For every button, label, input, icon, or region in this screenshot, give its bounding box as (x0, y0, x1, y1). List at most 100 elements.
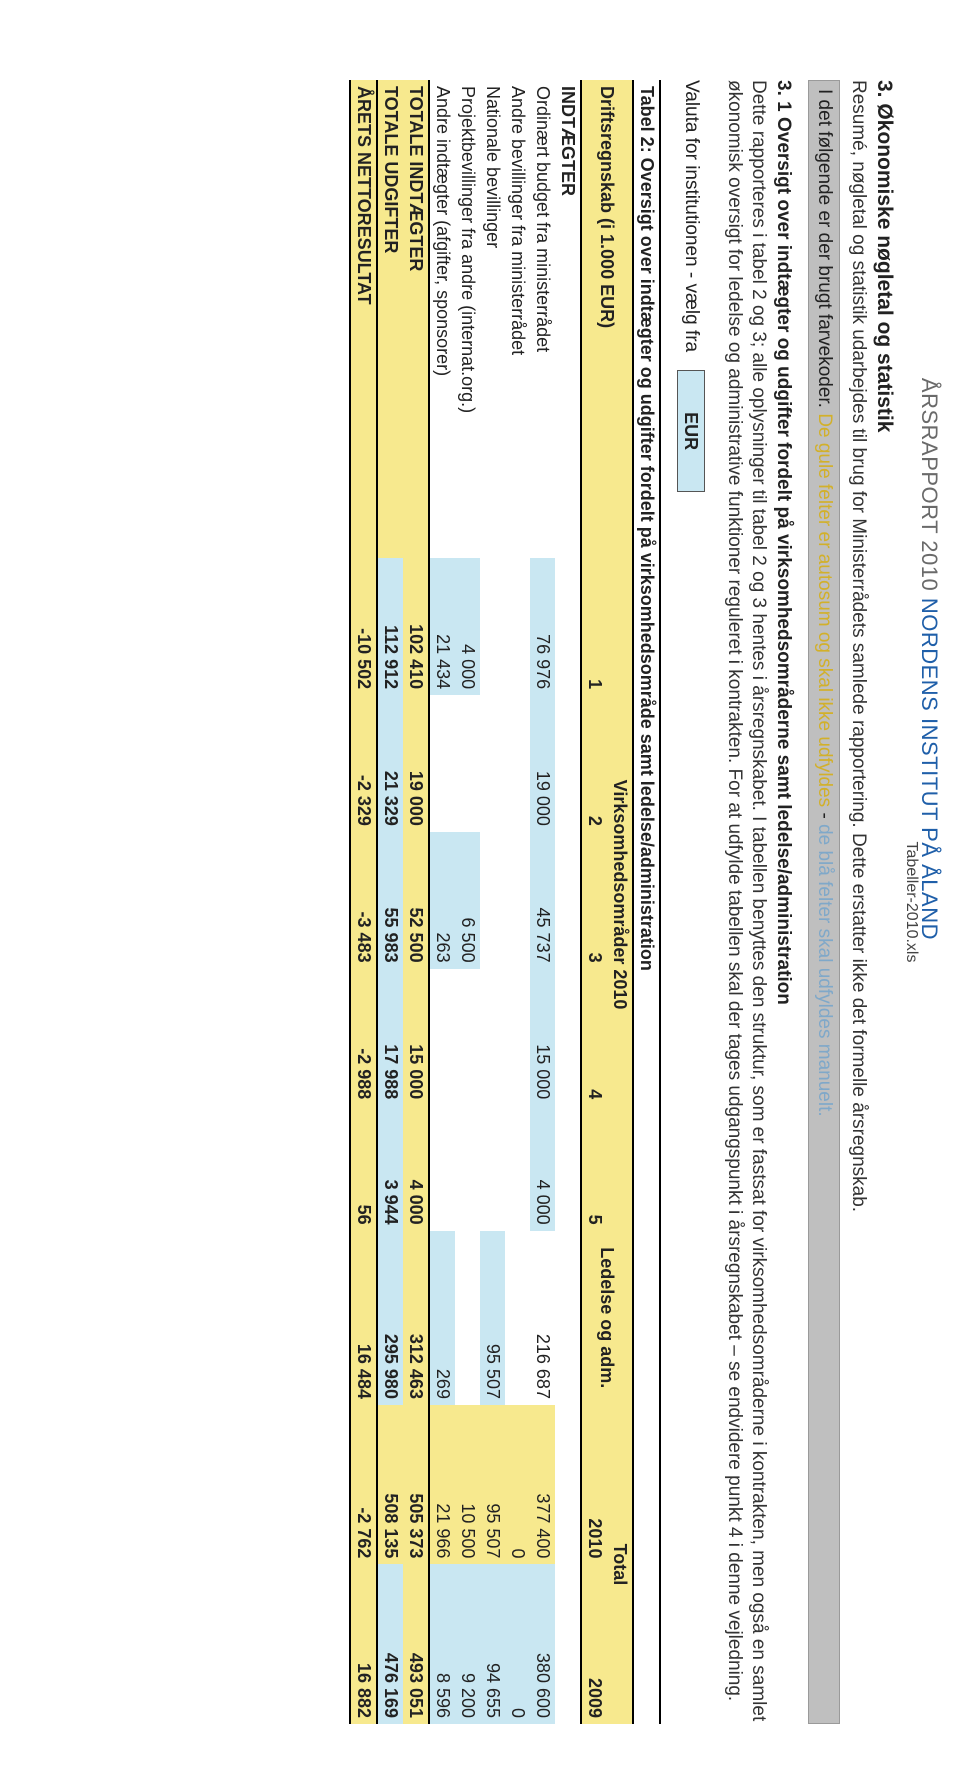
table-cell (480, 558, 505, 695)
total-cell: 52 500 (403, 832, 429, 969)
col-3: 3 (581, 832, 607, 969)
netto-cell: 56 (350, 1105, 377, 1230)
drift-label: Driftsregnskab (i 1.000 EUR) (581, 80, 633, 558)
col-4: 4 (581, 969, 607, 1106)
table-cell (505, 1105, 530, 1230)
info-yellow: De gule felter er autosum og skal ikke u… (814, 413, 835, 807)
table-cell (505, 1231, 530, 1405)
table-2: Tabel 2: Oversigt over indtægter og udgi… (349, 80, 661, 1724)
info-blue: de blå felter skal udfyldes manuelt. (814, 824, 835, 1117)
table-cell: 263 (429, 832, 455, 969)
table-cell: 94 655 (480, 1564, 505, 1724)
table-cell (455, 969, 480, 1106)
table-row-label: Ordinært budget fra ministerrådet (530, 80, 555, 558)
table-cell (455, 1231, 480, 1405)
total-cell: 476 169 (377, 1564, 403, 1724)
institute-name: NORDENS INSTITUT PÅ ÅLAND (917, 591, 942, 940)
total-cell: 102 410 (403, 558, 429, 695)
netto-cell: -2 988 (350, 969, 377, 1106)
total-cell: 112 912 (377, 558, 403, 695)
table-cell: 95 507 (480, 1405, 505, 1564)
table-cell: 9 200 (455, 1564, 480, 1724)
table-cell: 269 (429, 1231, 455, 1405)
col-2: 2 (581, 695, 607, 832)
col-5: 5 (581, 1105, 607, 1230)
info-lead: I det følgende er der brugt farvekoder. (814, 89, 835, 413)
table-cell: 19 000 (530, 695, 555, 832)
total-cell: 4 000 (403, 1105, 429, 1230)
hdr-virk: Virksomhedsområder 2010 (607, 558, 633, 1230)
total-cell: 55 983 (377, 832, 403, 969)
hdr-total: Total (607, 1405, 633, 1724)
report-year: ÅRSRAPPORT 2010 (917, 378, 942, 591)
table-cell (480, 1105, 505, 1230)
table-2-title: Tabel 2: Oversigt over indtægter og udgi… (633, 80, 660, 1724)
section-3-title: 3. Økonomiske nøgletal og statistik (872, 80, 896, 1724)
table-cell (455, 695, 480, 832)
table-cell (429, 1105, 455, 1230)
table-cell: 10 500 (455, 1405, 480, 1564)
col-2009: 2009 (581, 1564, 607, 1724)
col-2010: 2010 (581, 1405, 607, 1564)
table-cell: 45 737 (530, 832, 555, 969)
total-row-label: TOTALE INDTÆGTER (403, 80, 429, 558)
total-row-label: TOTALE UDGIFTER (377, 80, 403, 558)
netto-cell: 16 882 (350, 1564, 377, 1724)
total-cell: 15 000 (403, 969, 429, 1106)
info-sep: - (814, 807, 835, 824)
table-cell: 4 000 (530, 1105, 555, 1230)
netto-cell: -3 483 (350, 832, 377, 969)
table-cell (505, 558, 530, 695)
table-cell (505, 969, 530, 1106)
netto-label: ÅRETS NETTORESULTAT (350, 80, 377, 558)
table-cell (480, 969, 505, 1106)
netto-cell: -2 329 (350, 695, 377, 832)
col-1: 1 (581, 558, 607, 695)
currency-value: EUR (677, 370, 705, 492)
table-cell: 8 596 (429, 1564, 455, 1724)
hdr-ledelse: Ledelse og adm. (581, 1231, 633, 1405)
table-cell: 216 687 (530, 1231, 555, 1405)
table-row-label: Andre indtægter (afgifter, sponsorer) (429, 80, 455, 558)
table-cell: 21 434 (429, 558, 455, 695)
table-cell: 0 (505, 1564, 530, 1724)
table-cell: 15 000 (530, 969, 555, 1106)
table-row-label: Nationale bevillinger (480, 80, 505, 558)
table-cell (480, 695, 505, 832)
table-cell: 4 000 (455, 558, 480, 695)
table-cell: 76 976 (530, 558, 555, 695)
table-cell: 377 400 (530, 1405, 555, 1564)
table-cell (505, 695, 530, 832)
netto-cell: -2 762 (350, 1405, 377, 1564)
total-cell: 3 944 (377, 1105, 403, 1230)
section-3-1-title: 3. 1 Oversigt over indtægter og udgifter… (772, 80, 794, 1724)
total-cell: 295 980 (377, 1231, 403, 1405)
total-cell: 19 000 (403, 695, 429, 832)
currency-row: Valuta for institutionen - vælg fra EUR (677, 80, 705, 1724)
indt-header: INDTÆGTER (555, 80, 581, 1724)
total-cell: 508 135 (377, 1405, 403, 1564)
netto-cell: -10 502 (350, 558, 377, 695)
section-3-subtitle: Resumé, nøgletal og statistik udarbejdes… (846, 80, 870, 1724)
table-cell: 21 966 (429, 1405, 455, 1564)
table-cell (480, 832, 505, 969)
document-header: ÅRSRAPPORT 2010 NORDENS INSTITUT PÅ ÅLAN… (916, 378, 942, 940)
table-cell: 6 500 (455, 832, 480, 969)
section-3-1-body: Dette rapporteres i tabel 2 og 3; alle o… (723, 80, 771, 1724)
table-cell (505, 832, 530, 969)
netto-cell: 16 484 (350, 1231, 377, 1405)
table-cell (455, 1105, 480, 1230)
currency-label: Valuta for institutionen - vælg fra (680, 80, 702, 352)
table-cell: 95 507 (480, 1231, 505, 1405)
table-cell: 380 600 (530, 1564, 555, 1724)
total-cell: 17 988 (377, 969, 403, 1106)
table-cell (429, 969, 455, 1106)
total-cell: 493 051 (403, 1564, 429, 1724)
color-code-info-bar: I det følgende er der brugt farvekoder. … (808, 80, 840, 1724)
total-cell: 312 463 (403, 1231, 429, 1405)
table-cell: 0 (505, 1405, 530, 1564)
table-cell (429, 695, 455, 832)
total-cell: 505 373 (403, 1405, 429, 1564)
table-row-label: Projektbevillinger fra andre (internat.o… (455, 80, 480, 558)
total-cell: 21 329 (377, 695, 403, 832)
